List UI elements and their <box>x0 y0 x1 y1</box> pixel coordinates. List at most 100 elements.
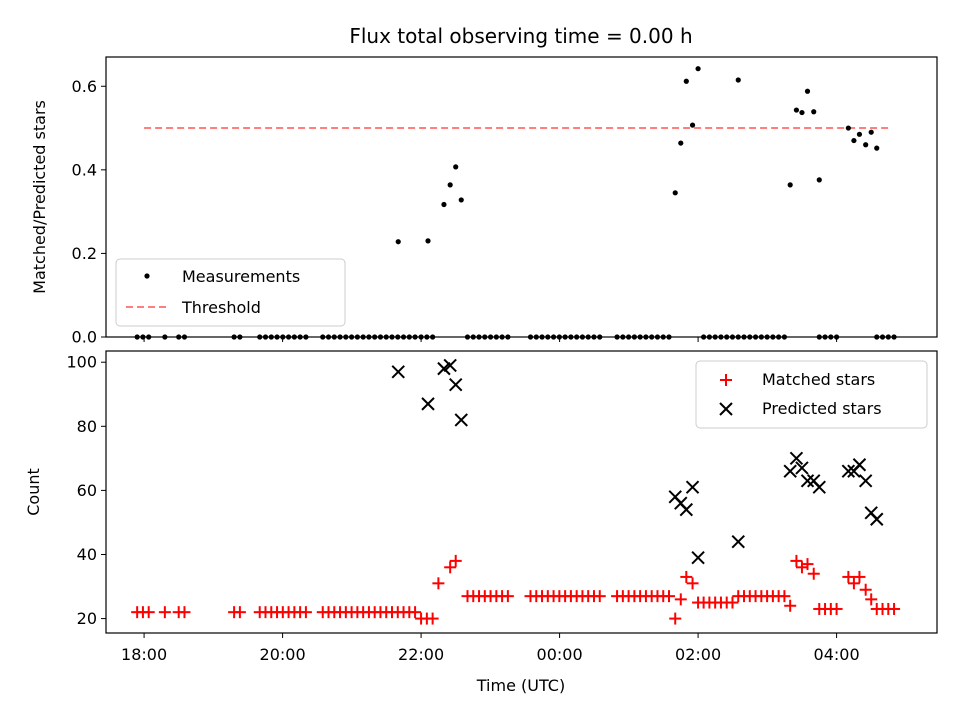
top-ytick-label: 0.4 <box>72 160 97 179</box>
measurement-point <box>874 334 880 340</box>
measurement-point <box>176 334 182 340</box>
matched-star-point <box>593 590 606 603</box>
top-y-axis-label: Matched/Predicted stars <box>30 100 49 294</box>
legend-matched-label: Matched stars <box>762 370 875 389</box>
bottom-ytick-label: 80 <box>77 417 97 436</box>
measurement-point <box>425 238 431 244</box>
measurement-point <box>464 334 471 340</box>
bottom-y-axis-label: Count <box>24 468 43 516</box>
measurement-point <box>649 334 655 340</box>
measurement-point <box>885 334 891 340</box>
predicted-star-point <box>795 461 809 475</box>
measurement-point <box>400 334 407 340</box>
top-ytick-label: 0.2 <box>72 244 97 263</box>
measurement-point <box>787 182 793 188</box>
measurement-point <box>146 334 152 340</box>
predicted-star-point <box>852 458 867 472</box>
measurement-point <box>285 334 292 340</box>
measurement-point <box>626 334 632 340</box>
measurement-point <box>689 122 696 128</box>
predicted-star-point <box>454 413 468 427</box>
matched-star-point <box>830 602 843 615</box>
legend-measurements-marker <box>144 273 150 279</box>
matched-star-point <box>726 596 739 609</box>
measurement-point <box>140 334 146 340</box>
measurement-point <box>291 334 297 340</box>
predicted-star-point <box>449 377 463 392</box>
measurement-point <box>181 334 188 340</box>
measurement-point <box>430 334 436 340</box>
measurement-point <box>643 334 649 340</box>
measurement-point <box>620 334 626 340</box>
measurement-point <box>851 137 857 144</box>
predicted-star-point <box>685 480 700 494</box>
predicted-star-point <box>679 502 694 517</box>
legend-matched-marker <box>720 374 732 386</box>
matched-star-point <box>807 567 820 580</box>
measurement-point <box>758 334 764 340</box>
top-legend-box <box>115 258 346 327</box>
measurement-point <box>828 334 834 340</box>
matched-star-point <box>692 596 705 609</box>
top-plot-area <box>134 66 897 340</box>
predicted-star-point <box>437 361 451 376</box>
measurement-point <box>591 334 597 340</box>
measurement-point <box>874 145 880 151</box>
measurement-point <box>303 334 309 340</box>
bottom-plot-area <box>131 358 901 625</box>
measurement-point <box>776 334 782 340</box>
legend-predicted-label: Predicted stars <box>762 399 882 418</box>
predicted-star-point <box>789 451 804 466</box>
measurement-point <box>533 334 539 340</box>
measurement-point <box>597 334 603 340</box>
predicted-star-point <box>812 480 826 494</box>
chart-title: Flux total observing time = 0.00 h <box>349 24 692 48</box>
measurement-point <box>505 334 511 340</box>
measurement-point <box>343 334 349 340</box>
top-panel: 0.0 0.2 0.4 0.6 Matched/Predicted stars Mea… <box>30 56 938 347</box>
matched-star-point <box>409 606 422 619</box>
matched-star-point <box>778 590 791 603</box>
bottom-ytick-label: 60 <box>77 481 97 500</box>
measurement-point <box>372 334 378 340</box>
legend-measurements-label: Measurements <box>182 267 300 286</box>
measurement-point <box>660 334 666 340</box>
bottom-ytick-label: 20 <box>77 609 97 628</box>
measurement-point <box>134 334 140 340</box>
measurement-point <box>325 334 332 340</box>
measurement-point <box>747 334 753 340</box>
measurement-point <box>579 334 586 340</box>
predicted-star-point <box>421 397 435 411</box>
measurement-point <box>816 177 822 183</box>
measurement-point <box>231 334 237 340</box>
measurement-point <box>476 334 482 340</box>
measurement-point <box>718 334 724 340</box>
measurement-point <box>574 334 580 340</box>
measurement-point <box>683 78 689 84</box>
measurement-point <box>383 334 389 340</box>
bottom-panel-frame <box>105 350 938 634</box>
matched-star-point <box>426 612 439 625</box>
matched-star-point <box>142 606 155 619</box>
measurement-point <box>237 334 243 340</box>
measurement-point <box>395 334 401 340</box>
matched-star-point <box>784 599 797 612</box>
predicted-star-point <box>870 512 884 526</box>
measurement-point <box>162 334 168 340</box>
measurement-point <box>389 334 395 340</box>
measurement-point <box>424 334 430 340</box>
measurement-point <box>337 334 343 340</box>
measurement-point <box>816 334 822 340</box>
matched-star-point <box>853 570 866 583</box>
matched-star-point <box>669 612 682 625</box>
measurement-point <box>482 334 488 340</box>
measurement-point <box>262 334 269 340</box>
predicted-star-point <box>731 534 745 549</box>
measurement-point <box>781 334 788 340</box>
measurement-point <box>735 334 741 340</box>
matched-star-point <box>178 606 191 619</box>
predicted-star-point <box>858 474 873 488</box>
measurement-point <box>793 107 800 113</box>
measurement-point <box>891 334 897 340</box>
